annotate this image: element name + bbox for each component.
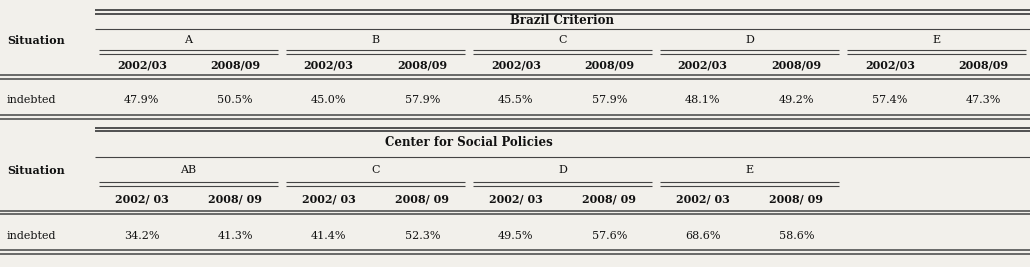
- Text: 2002/03: 2002/03: [490, 60, 541, 70]
- Text: 41.3%: 41.3%: [217, 231, 253, 241]
- Text: 58.6%: 58.6%: [779, 231, 814, 241]
- Text: 57.4%: 57.4%: [872, 95, 907, 105]
- Text: 2008/ 09: 2008/ 09: [582, 193, 637, 204]
- Text: 50.5%: 50.5%: [217, 95, 253, 105]
- Text: C: C: [558, 35, 566, 45]
- Text: 57.6%: 57.6%: [591, 231, 627, 241]
- Text: 2002/ 03: 2002/ 03: [114, 193, 169, 204]
- Text: 49.5%: 49.5%: [497, 231, 534, 241]
- Text: Situation: Situation: [7, 34, 65, 45]
- Text: 2008/ 09: 2008/ 09: [208, 193, 263, 204]
- Text: E: E: [932, 35, 940, 45]
- Text: Situation: Situation: [7, 164, 65, 175]
- Text: 2008/ 09: 2008/ 09: [396, 193, 449, 204]
- Text: AB: AB: [180, 165, 197, 175]
- Text: 68.6%: 68.6%: [685, 231, 721, 241]
- Text: Center for Social Policies: Center for Social Policies: [385, 136, 553, 150]
- Text: indebted: indebted: [7, 231, 57, 241]
- Text: 47.3%: 47.3%: [965, 95, 1001, 105]
- Text: 52.3%: 52.3%: [405, 231, 440, 241]
- Text: 2008/09: 2008/09: [398, 60, 447, 70]
- Text: 2008/09: 2008/09: [771, 60, 821, 70]
- Text: A: A: [184, 35, 193, 45]
- Text: 2008/09: 2008/09: [958, 60, 1008, 70]
- Text: 2002/ 03: 2002/ 03: [676, 193, 729, 204]
- Text: 2008/09: 2008/09: [584, 60, 634, 70]
- Text: 2002/03: 2002/03: [304, 60, 353, 70]
- Text: 2008/ 09: 2008/ 09: [769, 193, 823, 204]
- Text: B: B: [372, 35, 380, 45]
- Text: 48.1%: 48.1%: [685, 95, 721, 105]
- Text: 57.9%: 57.9%: [405, 95, 440, 105]
- Text: 2002/03: 2002/03: [116, 60, 167, 70]
- Text: 45.5%: 45.5%: [497, 95, 534, 105]
- Text: D: D: [745, 35, 754, 45]
- Text: 2002/03: 2002/03: [865, 60, 915, 70]
- Text: Brazil Criterion: Brazil Criterion: [511, 14, 615, 26]
- Text: C: C: [371, 165, 380, 175]
- Text: 45.0%: 45.0%: [311, 95, 346, 105]
- Text: 57.9%: 57.9%: [591, 95, 627, 105]
- Text: 2002/03: 2002/03: [678, 60, 728, 70]
- Text: D: D: [558, 165, 566, 175]
- Text: 49.2%: 49.2%: [779, 95, 814, 105]
- Text: indebted: indebted: [7, 95, 57, 105]
- Text: 34.2%: 34.2%: [124, 231, 160, 241]
- Text: 2008/09: 2008/09: [210, 60, 261, 70]
- Text: 2002/ 03: 2002/ 03: [302, 193, 355, 204]
- Text: 47.9%: 47.9%: [124, 95, 160, 105]
- Text: 2002/ 03: 2002/ 03: [489, 193, 543, 204]
- Text: E: E: [746, 165, 754, 175]
- Text: 41.4%: 41.4%: [311, 231, 346, 241]
